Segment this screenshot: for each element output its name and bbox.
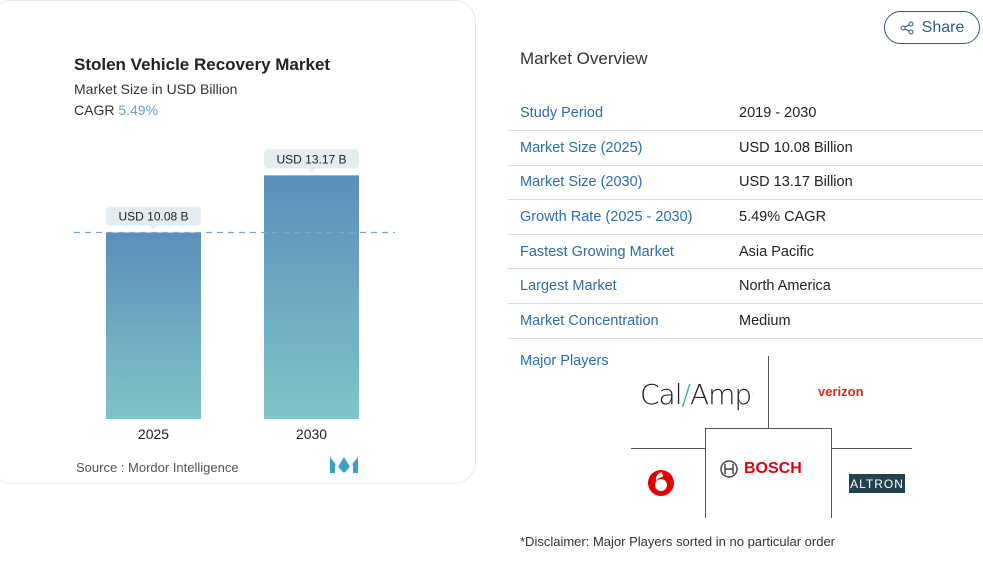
- cagr-label: CAGR 5.49%: [74, 102, 158, 118]
- data-label: USD 10.08 B: [118, 210, 188, 224]
- overview-row: Market Size (2025) USD 10.08 Billion: [508, 130, 983, 166]
- overview-title: Market Overview: [520, 49, 648, 68]
- bar-chart: USD 10.08 B 2025 USD 13.17 B 2030: [74, 149, 395, 442]
- cagr-value: 5.49%: [118, 102, 159, 118]
- overview-row: Growth Rate (2025 - 2030) 5.49% CAGR: [508, 199, 983, 235]
- bosch-logo: BOSCH: [720, 460, 802, 478]
- altron-logo: ALTRON: [849, 474, 905, 493]
- data-label-bg: [264, 149, 359, 169]
- data-label: USD 13.17 B: [276, 152, 346, 166]
- row-value: Asia Pacific: [727, 234, 983, 270]
- bar-2030: [264, 175, 359, 419]
- row-value: North America: [727, 268, 983, 305]
- data-label-bg: [106, 206, 201, 226]
- row-key: Market Concentration: [508, 303, 727, 339]
- calamp-logo: Cal/Amp.: [640, 378, 753, 411]
- mordor-logo-icon: [330, 457, 358, 473]
- share-button[interactable]: Share: [884, 11, 980, 44]
- overview-row: Study Period 2019 - 2030: [508, 96, 983, 132]
- vodafone-logo: [648, 470, 674, 496]
- row-key: Growth Rate (2025 - 2030): [508, 199, 727, 235]
- bar-2025: [106, 232, 201, 419]
- chart-subtitle: Market Size in USD Billion: [74, 81, 238, 97]
- row-key: Fastest Growing Market: [508, 234, 727, 270]
- share-icon: [900, 21, 914, 34]
- x-tick-label: 2030: [296, 426, 327, 442]
- overview-row: Market Size (2030) USD 13.17 Billion: [508, 165, 983, 201]
- chart-card: [0, 0, 476, 484]
- row-value: USD 13.17 Billion: [727, 165, 983, 201]
- overview-row: Fastest Growing Market Asia Pacific: [508, 234, 983, 270]
- row-value: USD 10.08 Billion: [727, 130, 983, 166]
- row-key: Largest Market: [508, 268, 727, 305]
- overview-row: Largest Market North America: [508, 268, 983, 305]
- cagr-text: CAGR: [74, 102, 115, 118]
- disclaimer: *Disclaimer: Major Players sorted in no …: [520, 534, 836, 549]
- row-key: Study Period: [508, 96, 727, 132]
- major-players-label: Major Players: [520, 353, 609, 369]
- overview-row: Market Concentration Medium: [508, 303, 983, 339]
- data-label-pointer: [149, 225, 158, 230]
- row-key: Market Size (2030): [508, 165, 727, 201]
- share-label: Share: [921, 18, 965, 36]
- row-value: 5.49% CAGR: [727, 199, 983, 235]
- row-value: 2019 - 2030: [727, 96, 983, 132]
- data-label-pointer: [307, 168, 316, 173]
- chart-title: Stolen Vehicle Recovery Market: [74, 55, 331, 74]
- row-key: Market Size (2025): [508, 130, 727, 166]
- row-value: Medium: [727, 303, 983, 339]
- verizon-logo: verizon: [818, 384, 864, 399]
- overview-table: Study Period 2019 - 2030 Market Size (2025…: [508, 96, 983, 339]
- x-tick-label: 2025: [138, 426, 169, 442]
- source-text: Source : Mordor Intelligence: [76, 460, 239, 475]
